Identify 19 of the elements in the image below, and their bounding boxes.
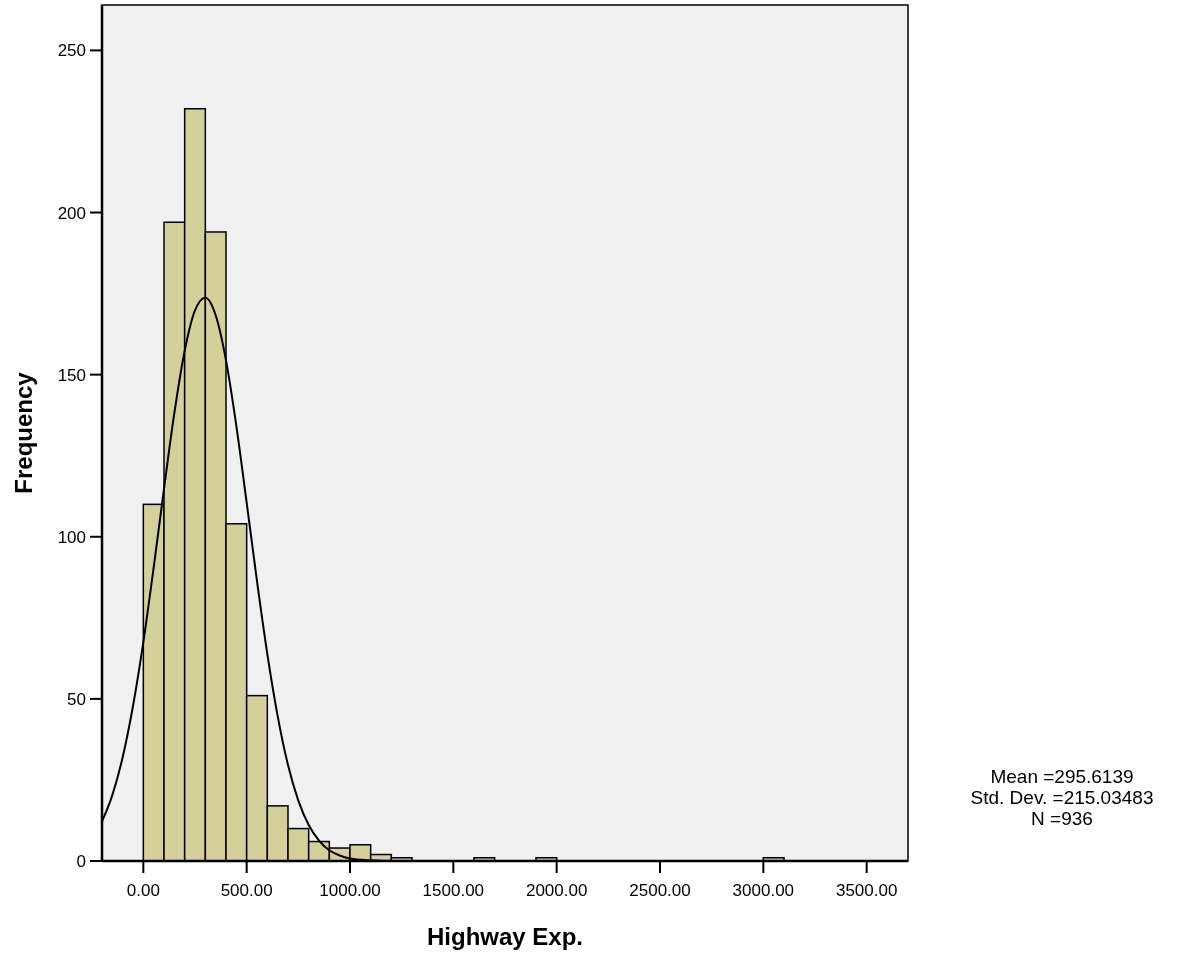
x-tick-label: 2000.00 xyxy=(525,881,588,900)
y-tick-label: 150 xyxy=(57,365,86,385)
y-tick-label: 50 xyxy=(67,689,86,709)
y-tick-label: 200 xyxy=(57,203,86,223)
y-tick-label: 100 xyxy=(57,527,86,547)
x-tick-label: 1500.00 xyxy=(422,881,485,900)
text: Std. Dev. =215.03483 xyxy=(970,787,1154,808)
y-axis-title: Frequency xyxy=(10,371,37,494)
x-tick-label: 2500.00 xyxy=(629,881,691,900)
x-axis-title: Highway Exp. xyxy=(426,923,584,950)
text: N =936 xyxy=(1031,808,1093,829)
x-tick-label: 0.00 xyxy=(126,881,160,900)
y-tick-label: 0 xyxy=(76,852,86,871)
x-tick-label: 3500.00 xyxy=(835,881,898,900)
x-tick-label: 3000.00 xyxy=(732,881,795,900)
x-tick-label: 1000.00 xyxy=(319,881,381,900)
y-tick-label: 250 xyxy=(57,41,86,61)
x-tick-label: 500.00 xyxy=(220,881,273,900)
text: Mean =295.6139 xyxy=(990,766,1134,787)
